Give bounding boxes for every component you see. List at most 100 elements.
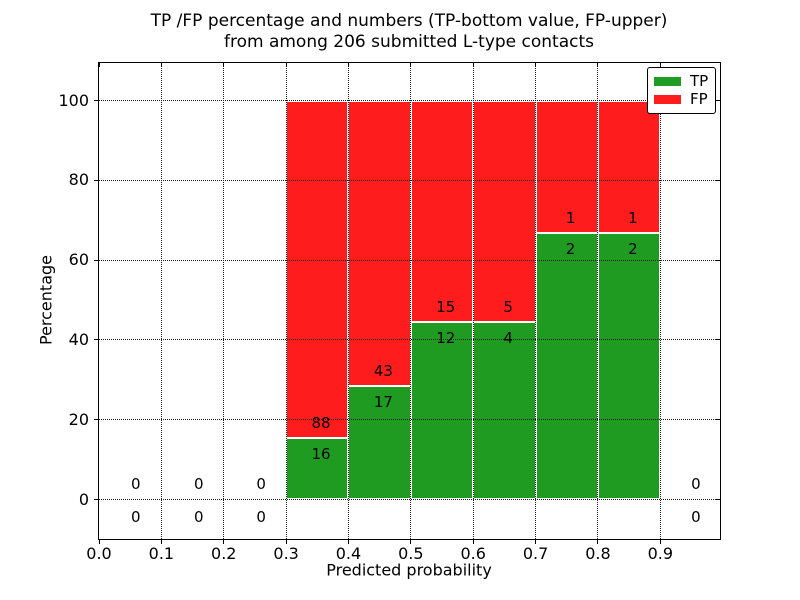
fp-bar (410, 100, 474, 323)
y-tick-label: 0 (78, 489, 89, 509)
fp-count-label: 43 (373, 361, 393, 380)
chart-title-line2: from among 206 submitted L-type contacts (223, 32, 595, 52)
tp-count-label: 4 (503, 328, 513, 347)
tp-count-label: 17 (373, 393, 393, 412)
x-tick-mark (597, 539, 599, 544)
x-tick-label: 0.4 (335, 544, 362, 563)
x-tick-mark (535, 539, 537, 544)
v-gridline (535, 63, 537, 539)
x-tick-mark (160, 539, 162, 544)
tp-legend-swatch-icon (654, 76, 681, 86)
fp-legend-label: FP (690, 90, 708, 109)
tp-legend-label: TP (690, 71, 709, 90)
legend-entry-fp: FP (654, 92, 709, 107)
y-tick-mark-right (716, 259, 720, 261)
y-tick-mark-right (716, 419, 720, 421)
tp-bar (348, 386, 411, 500)
y-tick-label: 60 (68, 250, 89, 270)
y-tick-mark (94, 339, 99, 341)
fp-count-label: 0 (691, 474, 701, 493)
tp-bar (535, 233, 598, 500)
x-tick-label: 0.6 (460, 544, 486, 563)
y-tick-mark (94, 419, 99, 421)
v-gridline (347, 63, 349, 539)
chart-title: TP /FP percentage and numbers (TP-bottom… (151, 11, 668, 53)
x-tick-mark-top (597, 63, 599, 67)
tp-bar (286, 438, 349, 500)
fp-legend-swatch-icon (654, 95, 681, 105)
legend-entry-tp: TP (654, 71, 709, 90)
x-tick-mark (659, 539, 661, 544)
tp-count-label: 2 (628, 240, 638, 259)
v-gridline (285, 63, 287, 539)
h-gridline (99, 499, 720, 500)
y-tick-mark-right (716, 179, 720, 181)
chart-title-line1: TP /FP percentage and numbers (TP-bottom… (150, 11, 668, 31)
tp-count-label: 12 (436, 328, 456, 347)
x-tick-mark (285, 539, 287, 544)
y-tick-label: 40 (68, 329, 89, 349)
fp-count-label: 15 (436, 297, 456, 316)
x-tick-label: 0.7 (522, 544, 549, 563)
x-tick-mark (98, 539, 100, 544)
y-tick-label: 80 (68, 170, 89, 190)
y-tick-mark (94, 100, 99, 101)
h-gridline (99, 179, 720, 181)
fp-bar (473, 100, 536, 323)
tp-count-label: 0 (131, 508, 141, 527)
tp-count-label: 2 (565, 240, 576, 259)
y-tick-label: 20 (68, 409, 89, 429)
tp-count-label: 16 (311, 444, 331, 463)
x-tick-mark-top (347, 63, 349, 67)
x-tick-label: 0.0 (86, 544, 112, 563)
h-gridline (99, 419, 720, 421)
x-axis-label: Predicted probability (326, 560, 492, 580)
legend: TP FP (647, 67, 716, 114)
x-tick-label: 0.9 (647, 544, 674, 563)
v-gridline (597, 63, 599, 539)
x-tick-label: 0.5 (398, 544, 424, 563)
fp-count-label: 1 (628, 208, 638, 227)
x-tick-mark (472, 539, 474, 544)
x-tick-mark-top (223, 63, 225, 67)
x-tick-mark (410, 539, 412, 544)
v-gridline (659, 63, 661, 539)
y-tick-mark (94, 499, 99, 500)
tp-count-label: 0 (256, 508, 266, 527)
x-tick-label: 0.1 (148, 544, 175, 563)
fp-count-label: 88 (311, 413, 331, 432)
h-gridline (99, 259, 720, 261)
fp-count-label: 0 (256, 474, 266, 493)
v-gridline (410, 63, 412, 539)
x-tick-mark-top (160, 63, 162, 67)
tp-bar (473, 322, 536, 500)
y-tick-label: 100 (58, 90, 89, 110)
x-tick-label: 0.3 (273, 544, 299, 563)
fp-count-label: 5 (503, 297, 513, 316)
x-tick-mark (347, 539, 349, 544)
tp-bar (410, 322, 474, 500)
fp-count-label: 0 (194, 474, 204, 493)
y-tick-mark-right (716, 339, 720, 341)
x-tick-label: 0.8 (585, 544, 611, 563)
v-gridline (472, 63, 474, 539)
fp-count-label: 1 (565, 208, 576, 227)
tp-count-label: 0 (691, 508, 701, 527)
y-tick-mark (94, 259, 99, 261)
x-tick-label: 0.2 (211, 544, 237, 563)
x-tick-mark-top (285, 63, 287, 67)
x-tick-mark-top (472, 63, 474, 67)
y-tick-mark-right (716, 100, 720, 101)
v-gridline (160, 63, 162, 539)
tp-count-label: 0 (194, 508, 204, 527)
plot-area: 0.0 0.1 0.2 0.3 0.4 0.5 0.6 0.7 0.8 0.9 0 20 40 60 80 1… (58, 62, 721, 563)
v-gridline (223, 63, 225, 539)
x-tick-mark-top (410, 63, 412, 67)
fp-count-label: 0 (131, 474, 141, 493)
tp-bar (597, 233, 661, 500)
x-tick-mark-top (98, 63, 100, 67)
x-tick-mark (223, 539, 225, 544)
y-tick-mark-right (716, 499, 720, 500)
fp-bar (348, 100, 411, 387)
